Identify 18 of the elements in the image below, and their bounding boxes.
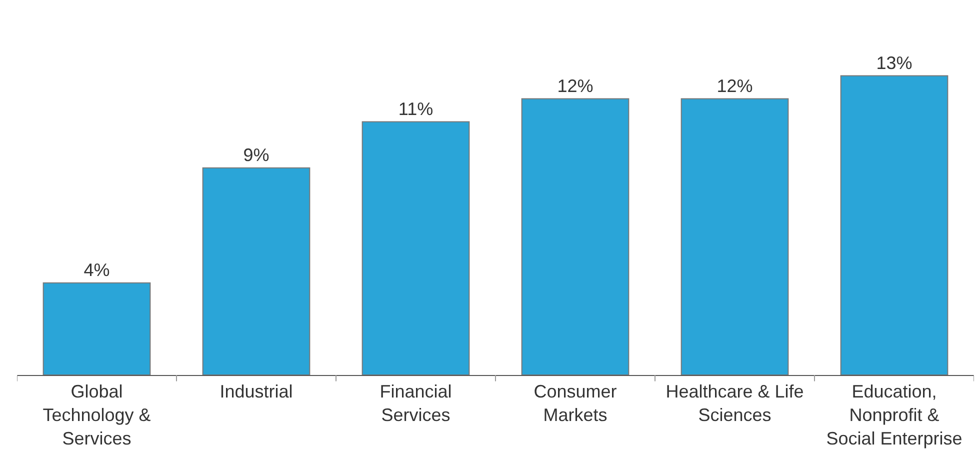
- x-tick-label: Industrial: [220, 382, 293, 402]
- bar: [362, 121, 470, 375]
- data-label: 4%: [84, 260, 110, 280]
- x-tick-label: Healthcare & Life Sciences: [666, 382, 804, 425]
- bar: [840, 75, 948, 375]
- bar: [521, 98, 630, 375]
- data-label: 13%: [876, 52, 912, 73]
- data-label: 12%: [716, 76, 753, 96]
- bar: [202, 167, 310, 375]
- bar: [680, 98, 789, 375]
- data-label: 11%: [398, 98, 434, 119]
- data-label: 9%: [243, 144, 270, 165]
- x-tick-label: Education, Nonprofit & Social Enterprise: [826, 382, 962, 448]
- data-label: 12%: [557, 76, 594, 96]
- x-tick-label: Consumer Markets: [534, 382, 617, 425]
- x-tick-label: Financial Services: [380, 382, 452, 425]
- bar: [42, 282, 151, 375]
- x-tick-label: Global Technology & Services: [42, 382, 151, 448]
